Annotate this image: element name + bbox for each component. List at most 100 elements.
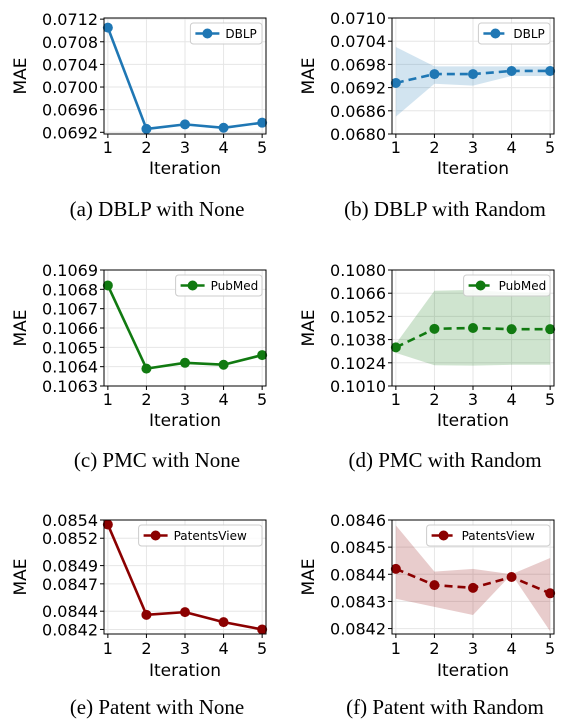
y-axis-label: MAE [299, 309, 319, 346]
legend-box [426, 524, 551, 547]
y-tick-label: 0.1066 [330, 284, 386, 303]
data-point [180, 119, 190, 130]
y-tick-label: 0.0845 [330, 538, 386, 557]
y-tick-label: 0.0692 [330, 79, 386, 98]
y-tick-label: 0.0844 [330, 565, 386, 584]
panel-caption: (e) Patent with None [70, 695, 244, 719]
y-tick-label: 0.1066 [42, 319, 98, 338]
x-tick-label: 1 [103, 390, 113, 409]
data-point [468, 582, 478, 593]
x-axis-label: Iteration [437, 411, 509, 431]
y-axis-label: MAE [11, 558, 31, 595]
legend-label: PubMed [211, 279, 259, 293]
data-point [180, 357, 190, 368]
y-tick-label: 0.0844 [42, 602, 98, 621]
x-tick-label: 3 [180, 138, 190, 157]
legend-box [477, 22, 551, 45]
data-point [506, 324, 517, 335]
x-tick-label: 4 [506, 639, 516, 658]
legend: PubMed [175, 274, 263, 297]
x-tick-label: 1 [391, 390, 401, 409]
y-tick-label: 0.1069 [42, 261, 98, 280]
x-axis-label: Iteration [149, 411, 221, 431]
confidence-band [395, 47, 551, 117]
legend: PatentsView [426, 524, 551, 547]
x-tick-label: 5 [257, 138, 267, 157]
x-tick-label: 1 [103, 639, 113, 658]
data-point [545, 588, 556, 599]
legend-swatch-marker [150, 530, 161, 541]
legend-label: PatentsView [462, 529, 535, 543]
chart-panel-c: 0.10630.10640.10650.10660.10670.10680.10… [11, 261, 267, 472]
chart-panel-d: 0.1010 0.1024 0.1038 0.1052 0.1066 0.1080 1 2 3 4… [299, 261, 555, 472]
legend-swatch-marker [187, 280, 198, 291]
y-axis-label: MAE [11, 309, 31, 346]
panel-caption: (d) PMC with Random [348, 448, 541, 472]
x-tick-label: 1 [391, 639, 401, 658]
x-tick-label: 2 [141, 390, 151, 409]
x-tick-label: 5 [257, 639, 267, 658]
legend-label: PubMed [499, 279, 547, 293]
x-tick-label: 3 [468, 390, 478, 409]
y-axis-label: MAE [11, 57, 31, 94]
x-tick-label: 3 [180, 639, 190, 658]
legend-label: DBLP [513, 27, 544, 41]
data-point [468, 323, 478, 333]
x-tick-label: 5 [257, 390, 267, 409]
legend-swatch-marker [490, 28, 501, 39]
y-tick-label: 0.0692 [42, 123, 98, 142]
y-tick-label: 0.0842 [330, 620, 386, 639]
y-tick-label: 0.0849 [42, 557, 98, 576]
y-tick-label: 0.1067 [42, 300, 98, 319]
data-point [257, 350, 268, 361]
data-point [545, 324, 556, 335]
y-tick-label: 0.0854 [42, 511, 98, 530]
x-tick-label: 2 [141, 639, 151, 658]
x-tick-label: 3 [468, 138, 478, 157]
data-point [257, 624, 268, 635]
y-tick-label: 0.1038 [330, 331, 386, 350]
data-point [141, 123, 152, 134]
x-tick-label: 5 [545, 390, 555, 409]
x-tick-label: 4 [218, 390, 228, 409]
data-point [390, 342, 401, 353]
data-point [102, 22, 113, 33]
y-tick-label: 0.1065 [42, 338, 98, 357]
confidence-band [395, 525, 551, 632]
legend-box [463, 274, 551, 297]
x-axis-label: Iteration [437, 159, 509, 179]
legend: PubMed [463, 274, 551, 297]
data-point [102, 280, 113, 291]
x-tick-label: 4 [506, 138, 516, 157]
y-tick-label: 0.1080 [330, 261, 386, 280]
data-point [429, 69, 440, 80]
x-tick-label: 5 [545, 138, 555, 157]
y-tick-label: 0.0704 [330, 32, 386, 51]
data-point [218, 617, 229, 628]
y-tick-label: 0.0712 [42, 10, 98, 29]
y-tick-label: 0.0708 [42, 33, 98, 52]
legend-box [175, 274, 263, 297]
chart-panel-a: 0.0692 0.0696 0.0700 0.0704 0.0708 0.0712 1 2 3 4… [11, 10, 267, 221]
x-tick-label: 2 [429, 138, 439, 157]
y-tick-label: 0.0847 [42, 575, 98, 594]
x-tick-label: 2 [141, 138, 151, 157]
y-axis-label: MAE [299, 558, 319, 595]
data-point [218, 359, 229, 370]
y-tick-label: 0.0696 [42, 101, 98, 120]
data-point [257, 117, 268, 128]
y-tick-label: 0.1064 [42, 358, 98, 377]
y-tick-label: 0.1063 [42, 377, 98, 396]
legend-label: PatentsView [174, 529, 247, 543]
legend: DBLP [477, 22, 551, 45]
y-tick-label: 0.1010 [330, 377, 386, 396]
x-tick-label: 3 [180, 390, 190, 409]
chart-panel-b: 0.0680 0.0686 0.0692 0.0698 0.0704 0.0710 1 2 3 4… [299, 9, 555, 221]
x-tick-label: 2 [429, 390, 439, 409]
legend-swatch-marker [475, 280, 486, 291]
data-point [506, 572, 517, 582]
panel-caption: (a) DBLP with None [70, 197, 245, 221]
chart-panel-f: 0.0842 0.0843 0.0844 0.0845 0.0846 1 2 3 4 5 Itera… [299, 511, 555, 719]
